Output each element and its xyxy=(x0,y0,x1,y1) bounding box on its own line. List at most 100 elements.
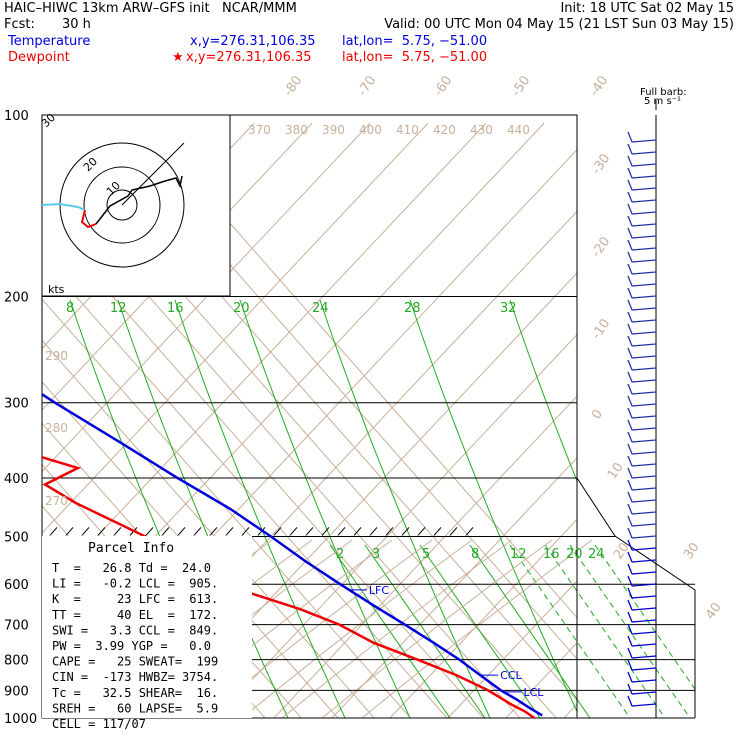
wind-barb-flag xyxy=(627,407,633,419)
theta-label: 380 xyxy=(285,123,308,137)
hatch-mark xyxy=(369,527,378,536)
wind-barb-shaft xyxy=(631,367,657,371)
wind-barb-shaft xyxy=(631,571,657,575)
wind-barb-shaft xyxy=(631,607,657,611)
wind-barb-flag xyxy=(627,191,633,203)
wind-barb-flag xyxy=(627,611,633,623)
dewpoint-xy: x,y=276.31,106.35 xyxy=(186,50,312,65)
wind-barb-shaft xyxy=(631,415,657,419)
wind-barb-flag xyxy=(627,623,633,635)
parcel-info-box xyxy=(42,536,252,718)
wind-barb-shaft xyxy=(631,175,657,179)
hatch-mark xyxy=(193,527,202,536)
wind-barb-shaft xyxy=(631,343,657,347)
barb-key-label: Full barb: xyxy=(640,87,687,98)
hatch-mark xyxy=(401,527,410,536)
wind-barb-flag xyxy=(627,539,633,551)
chart-title: HAIC–HIWC 13km ARW–GFS init NCAR/MMM xyxy=(4,1,297,16)
mixing-ratio-label: 12 xyxy=(110,301,127,316)
wind-barb-flag xyxy=(627,599,633,611)
pressure-tick-label: 100 xyxy=(4,109,29,124)
hatch-mark xyxy=(417,527,426,536)
wind-barb-shaft xyxy=(631,691,657,695)
hodograph-mid-trace xyxy=(80,209,97,229)
wind-barb-flag xyxy=(627,683,633,695)
hatch-mark xyxy=(225,527,234,536)
theta-label: 440 xyxy=(507,123,530,137)
dry-adiabat-line xyxy=(505,641,577,718)
wind-barb-flag xyxy=(627,455,633,467)
wind-barb-shaft xyxy=(631,463,657,467)
wind-barb-shaft xyxy=(631,535,657,539)
isotherm-line xyxy=(42,257,448,718)
isotherm-label: -40 xyxy=(587,73,611,99)
dry-adiabat-line xyxy=(680,123,740,718)
theta-label: 390 xyxy=(322,123,345,137)
wind-barb-flag xyxy=(627,203,633,215)
wind-barb-shaft xyxy=(631,271,657,275)
wind-barb-shaft xyxy=(631,655,657,659)
isotherm-label: -10 xyxy=(589,316,613,342)
mixing-ratio-line xyxy=(239,299,411,718)
wind-barb-flag xyxy=(627,275,633,287)
dry-adiabat-line xyxy=(389,518,577,718)
hatch-mark xyxy=(289,527,298,536)
isotherm-label: -20 xyxy=(589,234,613,260)
temperature-legend-label: Temperature xyxy=(8,34,91,49)
wind-barb-flag xyxy=(627,515,633,527)
mixing-ratio-label-lower: 5 xyxy=(422,547,430,562)
mixing-ratio-dashed-line xyxy=(419,544,541,718)
hatch-mark xyxy=(209,527,218,536)
pressure-tick-label: 500 xyxy=(4,530,29,545)
mixing-ratio-label-lower: 12 xyxy=(510,547,527,562)
parcel-info-row: K = 23 LFC = 613. xyxy=(52,592,218,606)
wind-barb-shaft xyxy=(631,667,657,671)
wind-barb-flag xyxy=(627,383,633,395)
wind-barb-shaft xyxy=(631,451,657,455)
isotherm-label: 30 xyxy=(681,540,703,562)
theta-label: 430 xyxy=(470,123,493,137)
mixing-ratio-line xyxy=(174,299,346,718)
wind-barb-flag xyxy=(627,635,633,647)
parcel-info-row: Tc = 32.5 SHEAR= 16. xyxy=(52,686,218,700)
wind-barb-shaft xyxy=(631,391,657,395)
dewpoint-legend-label: Dewpoint xyxy=(8,50,70,65)
hatch-mark xyxy=(305,527,314,536)
theta-label: 410 xyxy=(396,123,419,137)
mixing-ratio-label-lower: 2 xyxy=(336,547,344,562)
wind-barb-shaft xyxy=(631,523,657,527)
hodograph-ring xyxy=(83,166,161,244)
mixing-ratio-label-lower: 16 xyxy=(543,547,560,562)
forecast-label: Fcst: xyxy=(4,17,35,32)
dewpoint-latlon: lat,lon= 5.75, −51.00 xyxy=(342,50,488,65)
wind-barb-flag xyxy=(627,299,633,311)
dry-adiabat-line xyxy=(215,333,577,718)
isotherm-label: -80 xyxy=(281,73,305,99)
hatch-mark xyxy=(241,527,250,536)
mixing-ratio-label-lower: 3 xyxy=(372,547,380,562)
wind-barb-flag xyxy=(627,575,633,587)
wind-barb-shaft xyxy=(631,295,657,299)
hodograph-ring xyxy=(106,189,138,221)
wind-barb-flag xyxy=(627,287,633,299)
wind-barb-flag xyxy=(627,695,633,707)
wind-barb-flag xyxy=(627,167,633,179)
parcel-info-row: SREH = 60 LAPSE= 5.9 xyxy=(52,701,218,715)
plot-frame-extension xyxy=(576,477,696,718)
wind-barb-shaft xyxy=(631,403,657,407)
pressure-tick-label: 900 xyxy=(4,684,29,699)
wind-barb-shaft xyxy=(631,583,657,587)
isotherm-label: -60 xyxy=(431,73,455,99)
wind-barb-shaft xyxy=(631,547,657,551)
mixing-ratio-label: 20 xyxy=(233,301,250,316)
wind-barb-flag xyxy=(627,647,633,659)
hatch-mark xyxy=(353,527,362,536)
wind-barb-flag xyxy=(627,551,633,563)
isotherm-label: 0 xyxy=(589,407,606,422)
wind-barb-flag xyxy=(627,251,633,263)
parcel-info-row: CELL = 117/07 xyxy=(52,717,146,731)
wind-barb-shaft xyxy=(631,259,657,263)
wind-barb-flag xyxy=(627,311,633,323)
pressure-tick-label: 600 xyxy=(4,578,29,593)
level-marker-lcl: LCL xyxy=(523,686,544,699)
